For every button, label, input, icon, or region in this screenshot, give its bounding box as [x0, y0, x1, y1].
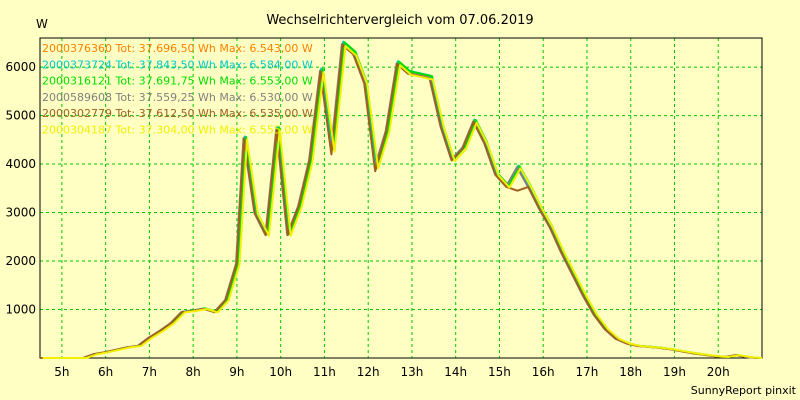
x-tick-label: 6h — [98, 365, 113, 379]
x-tick-label: 18h — [619, 365, 642, 379]
x-tick-label: 15h — [488, 365, 511, 379]
x-tick-label: 13h — [401, 365, 424, 379]
x-tick-label: 14h — [444, 365, 467, 379]
x-tick-label: 10h — [269, 365, 292, 379]
x-tick-label: 16h — [532, 365, 555, 379]
y-axis: 1000 2000 3000 4000 5000 6000 — [5, 60, 36, 316]
plot-frame — [39, 37, 763, 359]
legend: 2000376360 Tot: 37.696,50 Wh Max: 6.543,… — [42, 42, 313, 137]
y-tick-label: 6000 — [5, 60, 36, 74]
x-tick-label: 17h — [576, 365, 599, 379]
x-tick-label: 12h — [357, 365, 380, 379]
y-tick-label: 4000 — [5, 157, 36, 171]
legend-entry: 2000304187 Tot: 37.304,00 Wh Max: 6.555,… — [42, 124, 313, 137]
legend-entry: 2000302779 Tot: 37.612,50 Wh Max: 6.535,… — [42, 107, 313, 120]
y-tick-label: 1000 — [5, 303, 36, 317]
y-tick-label: 3000 — [5, 206, 36, 220]
legend-entry: 2000373724 Tot: 37.843,50 Wh Max: 6.584,… — [42, 58, 313, 71]
footer-credit: SunnyReport pinxit — [691, 384, 797, 397]
x-tick-label: 8h — [186, 365, 201, 379]
x-axis: 5h 6h 7h 8h 9h 10h 11h 12h 13h 14h 15h 16h 17h 18h 19h… — [54, 365, 729, 379]
x-tick-label: 9h — [229, 365, 244, 379]
x-tick-label: 20h — [707, 365, 730, 379]
x-tick-label: 7h — [142, 365, 157, 379]
legend-entry: 2000589608 Tot: 37.559,25 Wh Max: 6.530,… — [42, 91, 313, 104]
x-tick-label: 19h — [663, 365, 686, 379]
chart-title: Wechselrichtervergleich vom 07.06.2019 — [266, 13, 533, 28]
grid — [40, 38, 762, 358]
y-axis-label: W — [36, 17, 48, 31]
legend-entry: 2000376360 Tot: 37.696,50 Wh Max: 6.543,… — [42, 42, 313, 55]
x-tick-label: 5h — [54, 365, 69, 379]
y-tick-label: 5000 — [5, 109, 36, 123]
series-lines — [40, 40, 763, 359]
y-tick-label: 2000 — [5, 254, 36, 268]
series-line — [42, 45, 763, 359]
legend-entry: 2000316121 Tot: 37.691,75 Wh Max: 6.553,… — [42, 75, 313, 88]
x-tick-label: 11h — [313, 365, 336, 379]
